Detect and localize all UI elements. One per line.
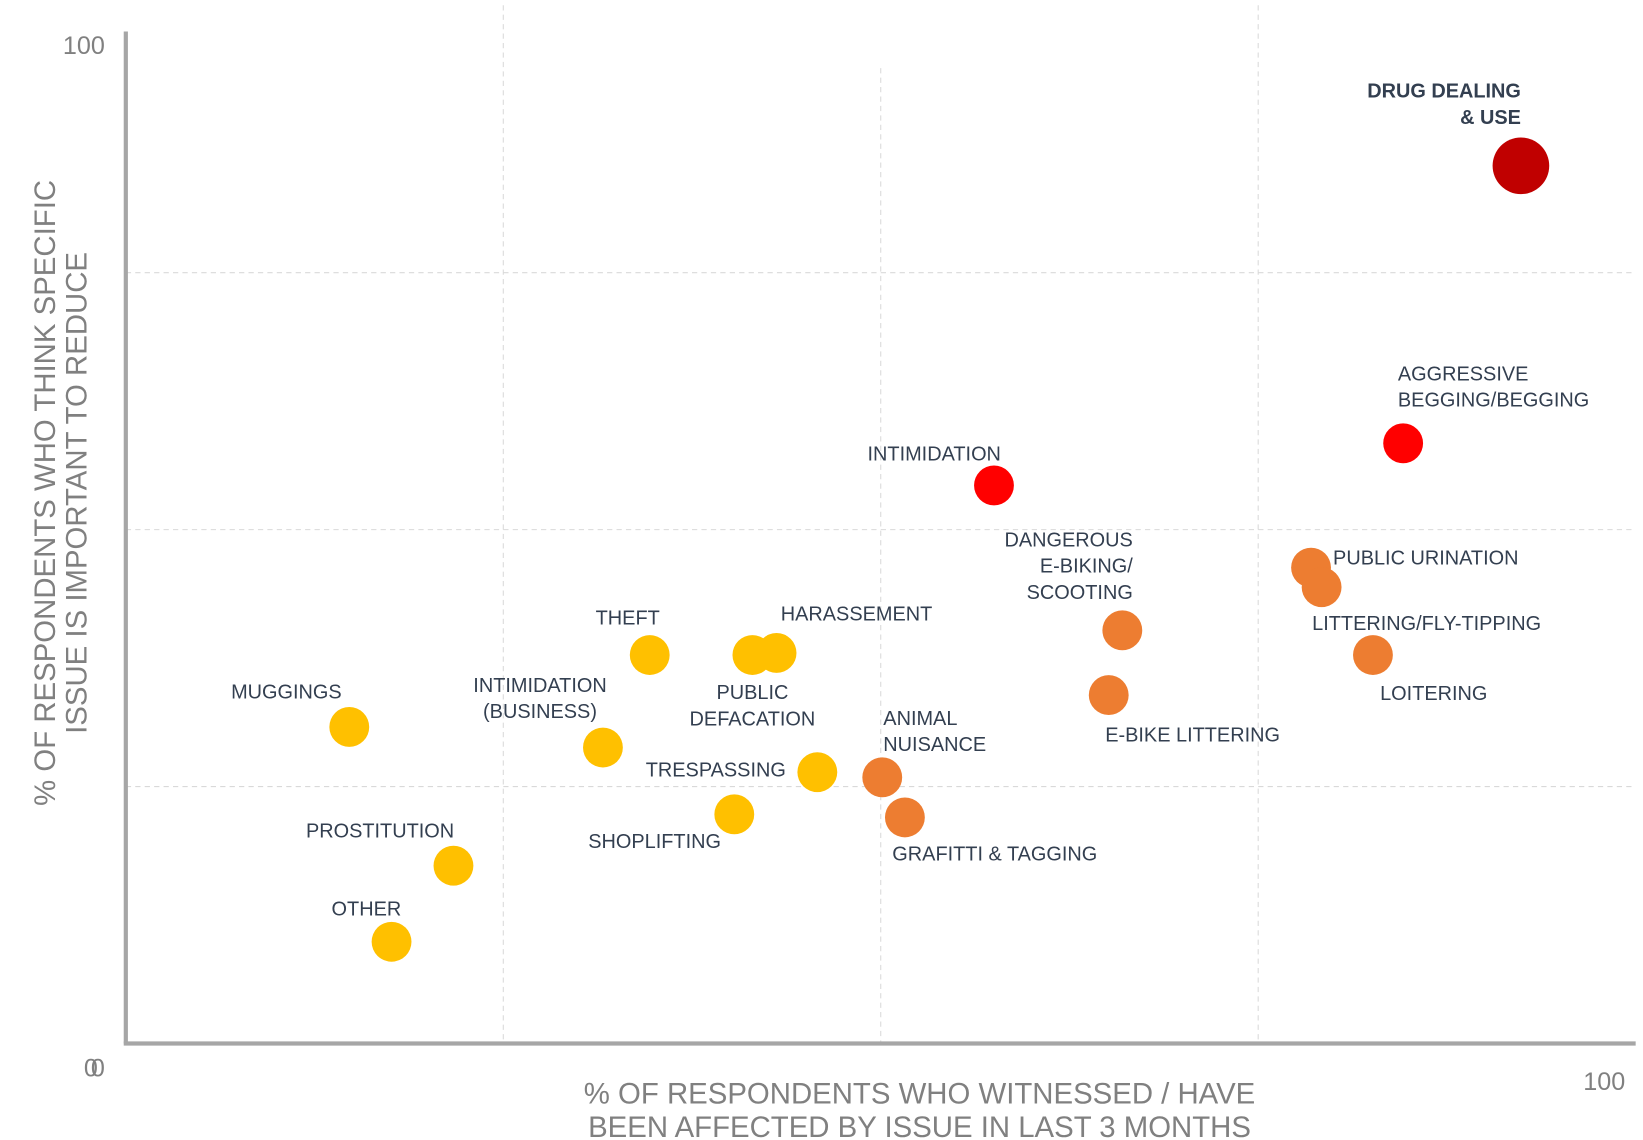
point-label: DANGEROUS xyxy=(1005,529,1133,551)
point xyxy=(714,794,755,835)
point xyxy=(1102,610,1143,651)
point-label: E-BIKING/ xyxy=(1040,556,1133,578)
point-label: & USE xyxy=(1460,107,1521,129)
point-label: TRESPASSING xyxy=(646,759,786,781)
point-label: NUISANCE xyxy=(883,734,986,756)
point xyxy=(1383,423,1424,464)
point xyxy=(1353,635,1393,675)
x-title-line: % OF RESPONDENTS WHO WITNESSED / HAVE xyxy=(584,1078,1255,1111)
x-tick-label: 100 xyxy=(1583,1068,1625,1096)
point-label: E-BIKE LITTERING xyxy=(1105,724,1280,746)
point-label: ANIMAL xyxy=(883,708,957,730)
y-axis-title: % OF RESPONDENTS WHO THINK SPECIFIC ISSU… xyxy=(29,180,93,806)
point-label: HARASSEMENT xyxy=(781,603,933,625)
point xyxy=(371,921,412,962)
x-title-line: BEEN AFFECTED BY ISSUE IN LAST 3 MONTHS xyxy=(588,1111,1251,1140)
point-label: MUGGINGS xyxy=(231,682,342,704)
point-label: DEFACATION xyxy=(690,708,816,730)
point xyxy=(1301,567,1342,608)
point-label: LITTERING/FLY-TIPPING xyxy=(1312,613,1541,635)
point-label: SHOPLIFTING xyxy=(588,831,721,853)
y-title-line: ISSUE IS IMPORTANT TO REDUCE xyxy=(60,252,93,734)
point-label: BEGGING/BEGGING xyxy=(1398,390,1589,412)
point xyxy=(884,797,925,838)
point-label: DRUG DEALING xyxy=(1367,81,1521,103)
point xyxy=(1492,137,1550,195)
point-label: PUBLIC URINATION xyxy=(1333,548,1518,570)
point xyxy=(974,465,1014,506)
point xyxy=(629,635,670,675)
point-label: PROSTITUTION xyxy=(306,820,454,842)
point xyxy=(1088,675,1129,716)
point xyxy=(583,727,623,768)
point-label: INTIMIDATION xyxy=(868,443,1001,465)
point-label: LOITERING xyxy=(1380,683,1487,705)
point xyxy=(862,757,903,798)
point-label: PUBLIC xyxy=(716,682,788,704)
point xyxy=(329,707,370,747)
point xyxy=(797,752,838,793)
point-label: INTIMIDATION xyxy=(473,675,606,697)
y-tick-label: 0 xyxy=(91,1054,105,1082)
point-label: OTHER xyxy=(332,899,402,921)
point xyxy=(732,635,773,675)
point-label: (BUSINESS) xyxy=(483,701,597,723)
point-label: GRAFITTI & TAGGING xyxy=(892,843,1097,865)
point-label: THEFT xyxy=(596,608,660,630)
y-tick-label: 100 xyxy=(63,32,105,60)
point xyxy=(433,845,474,886)
x-tick-label: 0 xyxy=(84,1054,98,1082)
point-label: AGGRESSIVE xyxy=(1398,363,1529,385)
y-title-line: % OF RESPONDENTS WHO THINK SPECIFIC xyxy=(29,180,62,806)
point-label: SCOOTING xyxy=(1027,582,1133,604)
